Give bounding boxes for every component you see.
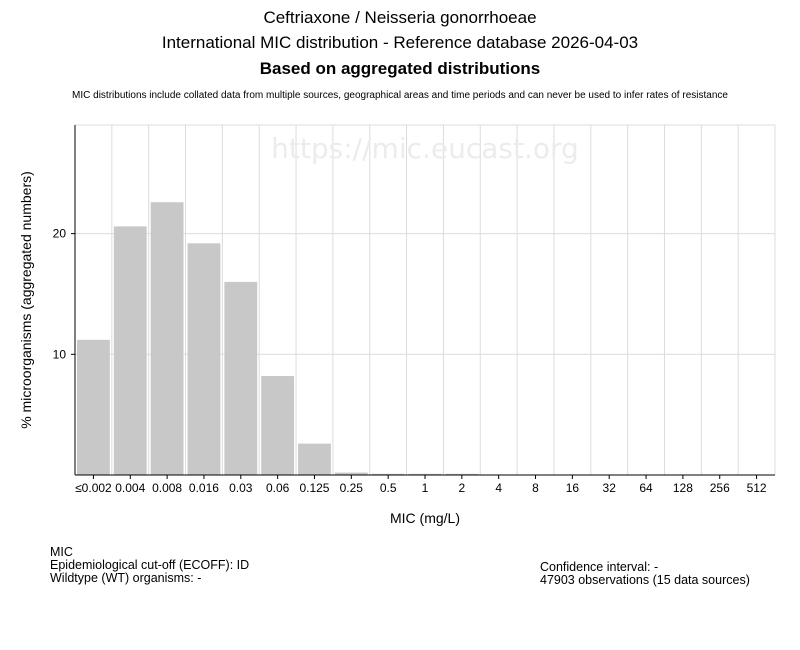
- bar-10: [445, 473, 479, 475]
- mic-label: MIC: [50, 545, 73, 559]
- x-tick-label: 8: [532, 481, 539, 495]
- x-tick-label: 0.25: [340, 481, 364, 495]
- x-tick-label: 1: [422, 481, 429, 495]
- x-tick-label: 0.06: [266, 481, 290, 495]
- x-tick-label: ≤0.002: [75, 481, 112, 495]
- x-tick-label: 0.004: [115, 481, 145, 495]
- mic-distribution-chart: https://mic.eucast.org 10 20 ≤0.002 0.004 0.0…: [18, 124, 776, 526]
- x-tick-label: 64: [639, 481, 653, 495]
- x-tick-label: 512: [747, 481, 767, 495]
- x-tick-label: 32: [603, 481, 617, 495]
- chart-subtitle: International MIC distribution - Referen…: [161, 33, 639, 52]
- wildtype-text: Wildtype (WT) organisms: -: [50, 571, 202, 585]
- observations-text: 47903 observations (15 data sources): [540, 573, 750, 587]
- x-tick-label: 0.016: [189, 481, 219, 495]
- bar-4: [224, 281, 258, 475]
- x-tick-label: 256: [710, 481, 730, 495]
- chart-title: Ceftriaxone / Neisseria gonorrhoeae: [263, 8, 537, 27]
- x-tick-label: 2: [458, 481, 465, 495]
- x-tick-label: 128: [673, 481, 693, 495]
- x-tick-label: 0.03: [229, 481, 253, 495]
- ecoff-text: Epidemiological cut-off (ECOFF): ID: [50, 558, 250, 572]
- x-axis-title: MIC (mg/L): [390, 510, 460, 526]
- bar-1: [113, 226, 147, 475]
- x-tick-label: 16: [566, 481, 580, 495]
- footer-right: Confidence interval: - 47903 observation…: [540, 561, 750, 587]
- confidence-text: Confidence interval: -: [540, 560, 659, 574]
- disclaimer-note: MIC distributions include collated data …: [72, 90, 728, 101]
- bar-5: [261, 376, 295, 475]
- x-tick-label: 0.5: [380, 481, 397, 495]
- y-axis-title: % microorganisms (aggregated numbers): [18, 171, 34, 429]
- bar-7: [334, 472, 368, 475]
- y-tick-label: 10: [53, 347, 67, 361]
- x-tick-label: 0.008: [152, 481, 182, 495]
- bar-6: [298, 443, 331, 475]
- x-tick-label: 0.125: [299, 481, 329, 495]
- bar-9: [408, 473, 442, 475]
- aggregation-label: Based on aggregated distributions: [259, 59, 541, 78]
- bar-2: [150, 202, 184, 475]
- bar-0: [77, 339, 110, 475]
- y-tick-label: 20: [53, 227, 67, 241]
- footer-left: MIC Epidemiological cut-off (ECOFF): ID …: [50, 546, 249, 585]
- bar-8: [371, 473, 405, 475]
- x-tick-label: 4: [495, 481, 502, 495]
- watermark-text: https://mic.eucast.org: [271, 132, 579, 165]
- bar-3: [187, 243, 221, 475]
